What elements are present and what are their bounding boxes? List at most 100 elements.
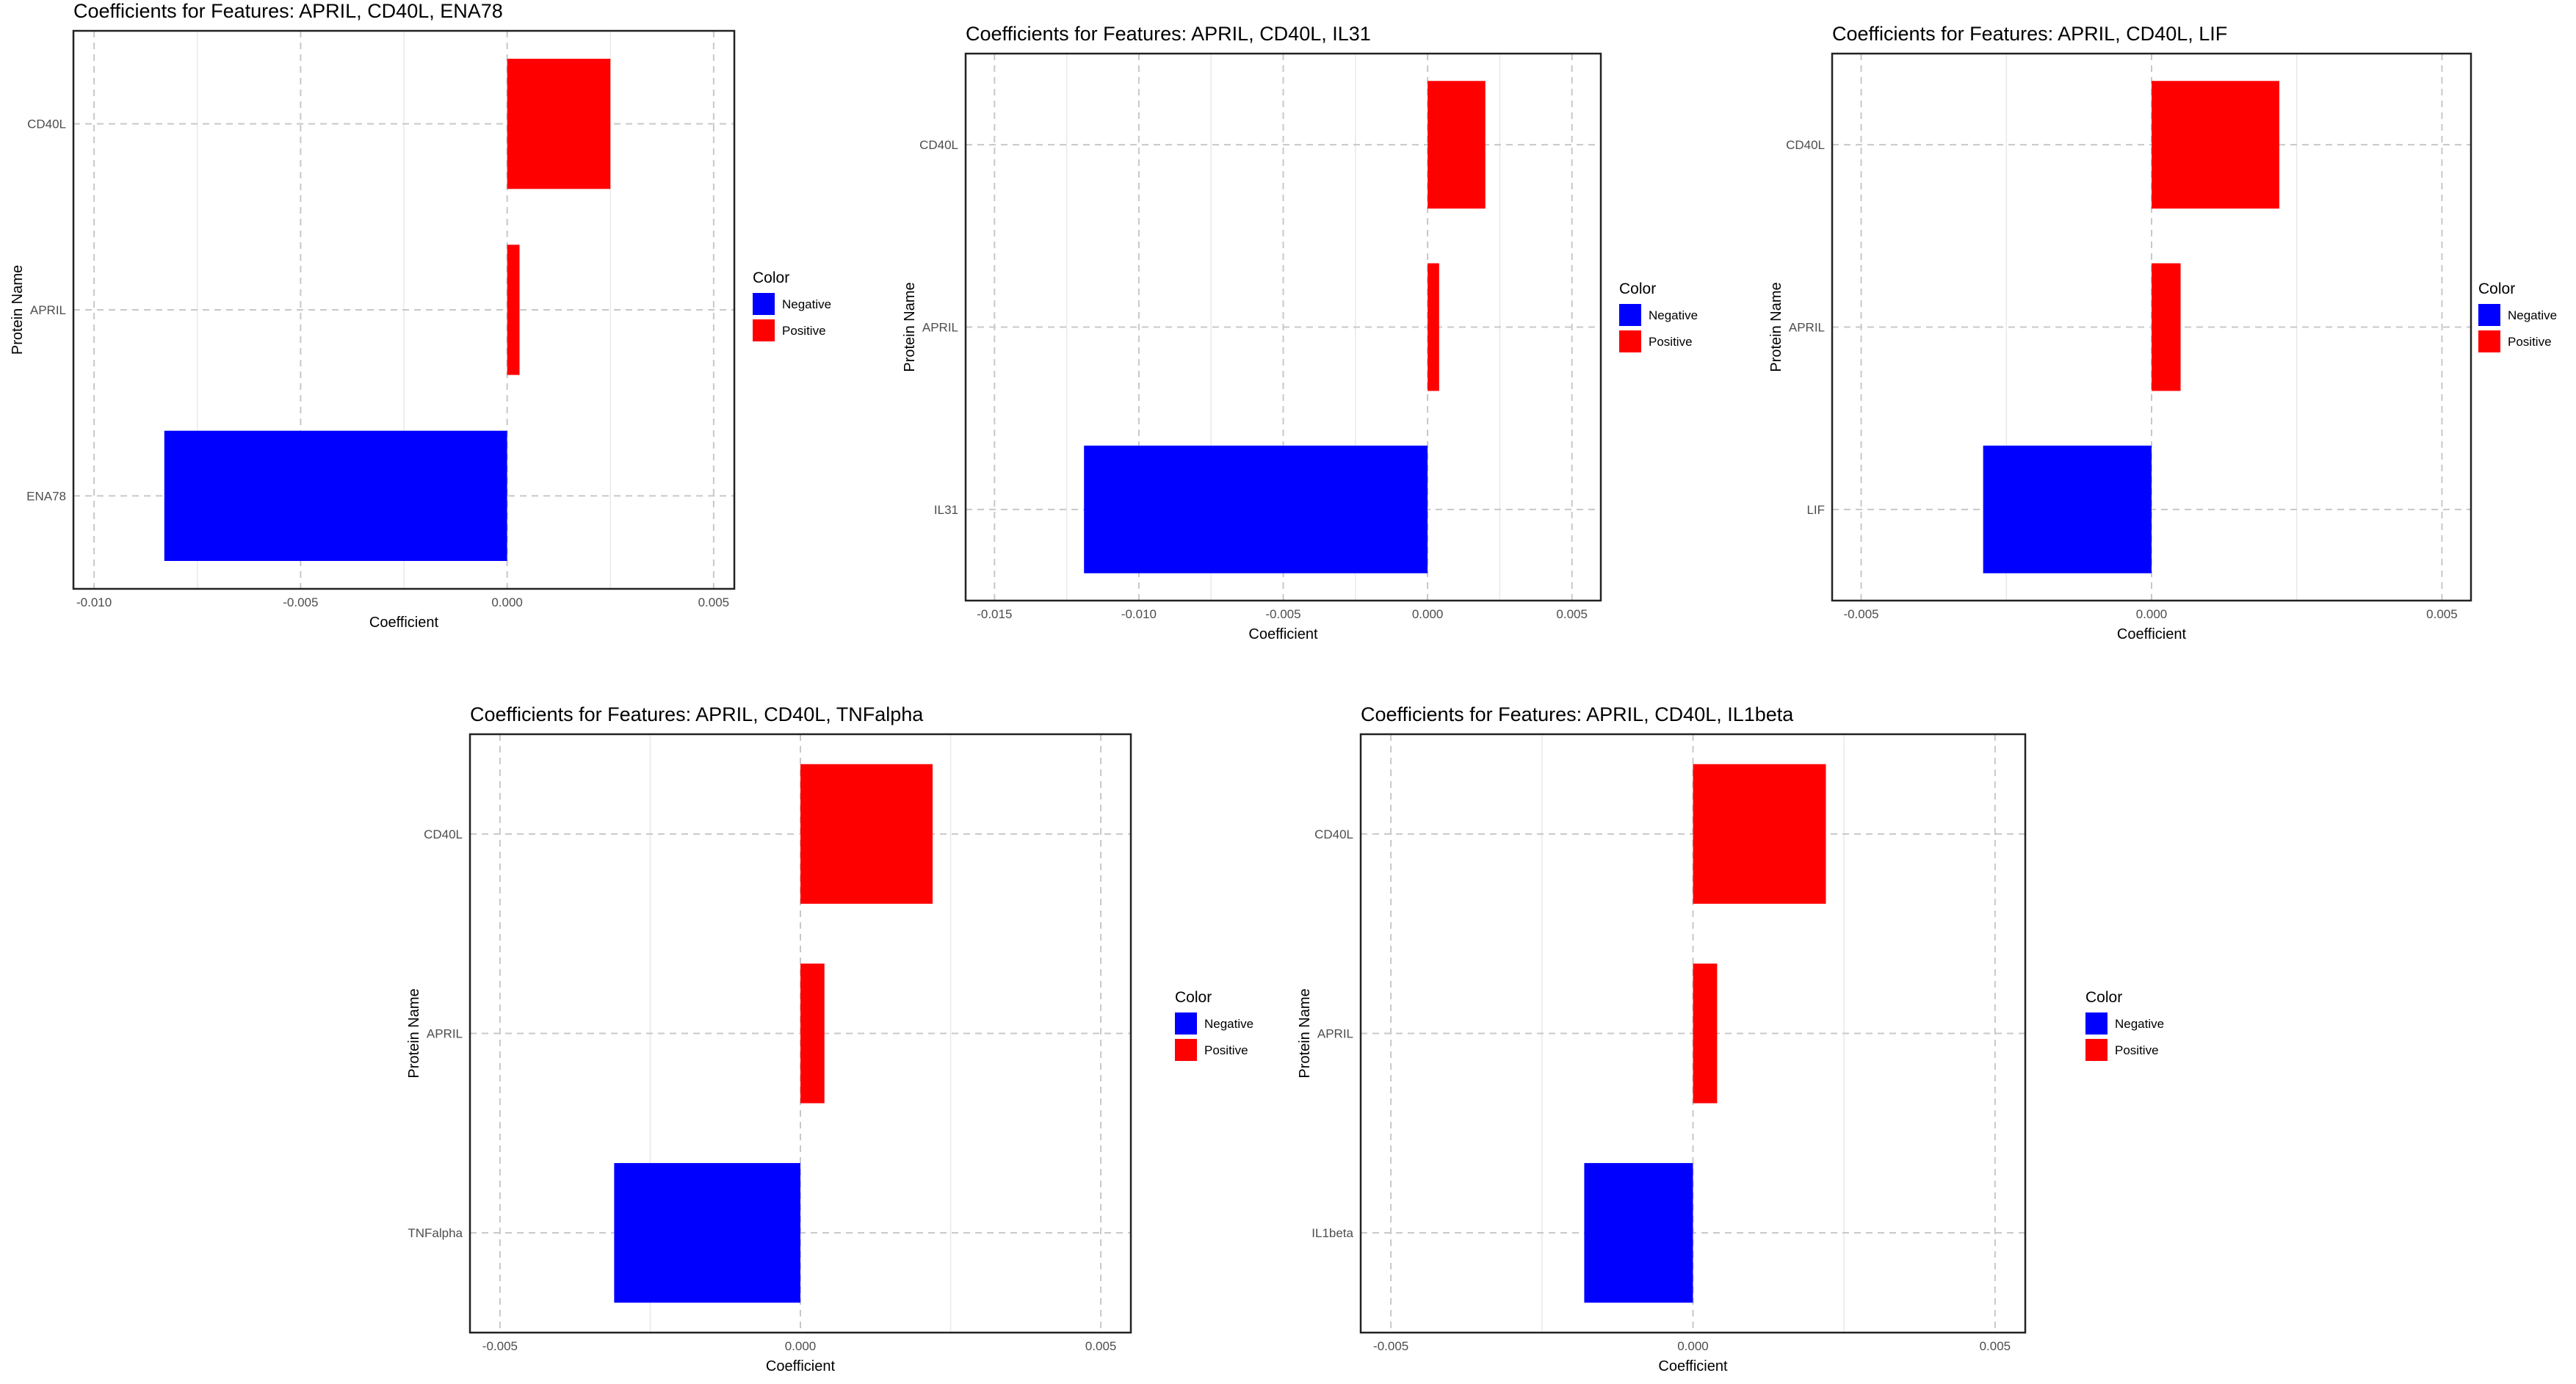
legend-swatch-negative (2478, 304, 2500, 326)
bar-cd40l (507, 59, 611, 189)
x-tick-label: 0.000 (785, 1339, 817, 1353)
coefficient-chart-il31: Coefficients for Features: APRIL, CD40L,… (870, 11, 1729, 642)
y-tick-label: APRIL (30, 303, 66, 317)
bar-april (1693, 963, 1718, 1104)
legend-label-negative: Negative (1204, 1017, 1253, 1031)
chart-title: Coefficients for Features: APRIL, CD40L,… (1832, 23, 2227, 45)
bar-cd40l (1428, 81, 1486, 209)
x-tick-label: -0.010 (76, 595, 112, 609)
plot-panel-border (468, 733, 1132, 1334)
legend-swatch-positive (2085, 1039, 2108, 1061)
legend-swatch-positive (753, 319, 775, 341)
x-tick-label: 0.000 (2136, 607, 2168, 621)
x-axis-label: Coefficient (1248, 626, 1318, 639)
bar-cd40l (2152, 81, 2279, 209)
legend-label-positive: Positive (2115, 1043, 2159, 1057)
y-axis-label: Protein Name (10, 265, 26, 355)
bar-cd40l (800, 764, 933, 904)
y-tick-label: APRIL (1317, 1027, 1353, 1041)
y-axis-label: Protein Name (406, 988, 422, 1078)
bar-tnfalpha (614, 1163, 800, 1303)
x-tick-label: 0.005 (1556, 607, 1588, 621)
x-tick-label: 0.000 (1677, 1339, 1709, 1353)
y-tick-label: LIF (1806, 503, 1825, 517)
legend-label-positive: Positive (782, 324, 826, 338)
x-tick-label: -0.015 (977, 607, 1012, 621)
coefficient-chart-tnfalpha: Coefficients for Features: APRIL, CD40L,… (345, 686, 1300, 1380)
chart-title: Coefficients for Features: APRIL, CD40L,… (1361, 703, 1794, 725)
legend-label-positive: Positive (1204, 1043, 1248, 1057)
y-tick-label: CD40L (919, 138, 958, 152)
plot-panel-border (1359, 733, 2027, 1334)
chart-title: Coefficients for Features: APRIL, CD40L,… (73, 0, 503, 22)
coefficient-chart-il1beta: Coefficients for Features: APRIL, CD40L,… (1252, 686, 2214, 1380)
chart-svg: Coefficients for Features: APRIL, CD40L,… (902, 23, 1698, 642)
legend-swatch-negative (753, 293, 775, 315)
legend-swatch-positive (2478, 330, 2500, 352)
bar-april (507, 244, 520, 375)
legend-label-positive: Positive (1649, 335, 1693, 349)
legend-swatch-negative (1175, 1012, 1197, 1035)
chart-svg: Coefficients for Features: APRIL, CD40L,… (1297, 703, 2164, 1374)
x-tick-label: -0.005 (1373, 1339, 1408, 1353)
y-tick-label: APRIL (1789, 321, 1825, 335)
chart-svg: Coefficients for Features: APRIL, CD40L,… (406, 703, 1253, 1374)
y-tick-label: CD40L (424, 827, 463, 841)
bar-april (1428, 263, 1439, 391)
bar-il1beta (1584, 1163, 1693, 1303)
chart-title: Coefficients for Features: APRIL, CD40L,… (966, 23, 1371, 45)
bar-lif (1983, 445, 2152, 573)
legend-label-positive: Positive (2508, 335, 2552, 349)
chart-title: Coefficients for Features: APRIL, CD40L,… (470, 703, 924, 725)
x-tick-label: 0.000 (491, 595, 523, 609)
y-tick-label: IL31 (934, 503, 958, 517)
y-axis-label: Protein Name (902, 282, 918, 372)
legend-title: Color (753, 269, 789, 286)
chart-svg: Coefficients for Features: APRIL, CD40L,… (1768, 23, 2557, 642)
legend-label-negative: Negative (2115, 1017, 2164, 1031)
y-tick-label: CD40L (1314, 827, 1353, 841)
bar-il31 (1084, 445, 1428, 573)
legend-title: Color (1619, 280, 1656, 297)
legend-title: Color (1175, 989, 1212, 1006)
x-tick-label: 0.005 (1980, 1339, 2011, 1353)
x-tick-label: 0.005 (698, 595, 730, 609)
x-tick-label: -0.010 (1121, 607, 1157, 621)
x-axis-label: Coefficient (1658, 1358, 1728, 1374)
x-tick-label: 0.005 (2426, 607, 2458, 621)
x-tick-label: -0.005 (1265, 607, 1300, 621)
bar-april (800, 963, 825, 1104)
y-axis-label: Protein Name (1297, 988, 1313, 1078)
x-tick-label: -0.005 (283, 595, 318, 609)
legend-title: Color (2085, 989, 2122, 1006)
legend-label-negative: Negative (782, 297, 831, 311)
y-tick-label: CD40L (27, 117, 66, 131)
coefficient-chart-lif: Coefficients for Features: APRIL, CD40L,… (1740, 11, 2570, 642)
legend-title: Color (2478, 280, 2515, 297)
y-tick-label: ENA78 (26, 489, 66, 503)
x-tick-label: 0.000 (1412, 607, 1444, 621)
legend-swatch-positive (1619, 330, 1641, 352)
bar-cd40l (1693, 764, 1826, 904)
plot-panel-border (1831, 52, 2472, 602)
x-tick-label: -0.005 (482, 1339, 518, 1353)
legend-swatch-negative (2085, 1012, 2108, 1035)
y-axis-label: Protein Name (1768, 282, 1784, 372)
y-tick-label: IL1beta (1311, 1226, 1353, 1240)
x-axis-label: Coefficient (766, 1358, 836, 1374)
x-tick-label: -0.005 (1843, 607, 1878, 621)
y-tick-label: APRIL (922, 321, 958, 335)
legend-label-negative: Negative (2508, 308, 2557, 322)
plot-panel-border (964, 52, 1602, 602)
legend-label-negative: Negative (1649, 308, 1698, 322)
bar-ena78 (164, 430, 507, 561)
coefficient-chart-ena78: Coefficients for Features: APRIL, CD40L,… (0, 0, 852, 639)
y-tick-label: APRIL (427, 1027, 463, 1041)
y-tick-label: TNFalpha (408, 1226, 463, 1240)
chart-svg: Coefficients for Features: APRIL, CD40L,… (10, 0, 831, 631)
x-axis-label: Coefficient (369, 615, 439, 631)
bar-april (2152, 263, 2181, 391)
legend-swatch-positive (1175, 1039, 1197, 1061)
plot-panel-border (72, 29, 736, 590)
x-axis-label: Coefficient (2117, 626, 2187, 639)
